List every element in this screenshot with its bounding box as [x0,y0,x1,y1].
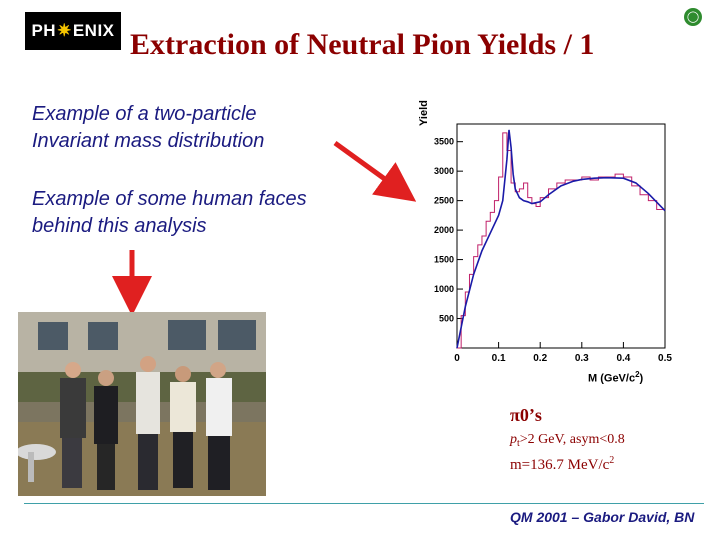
group-photo [18,312,266,496]
phenix-logo: PH ✷ ENIX [25,12,121,50]
y-tick-label: 3500 [434,137,454,147]
x-tick-label: 0.4 [616,353,630,364]
x-tick-label: 0 [454,353,460,364]
logo-star-icon: ✷ [57,21,72,40]
mass-text: m=136.7 MeV/c [510,457,610,473]
x-tick-label: 0.2 [533,353,547,364]
pi0-label: π0’s [510,405,542,425]
cut-sub: t [517,438,520,449]
slide-title: Extraction of Neutral Pion Yields / 1 [130,28,595,61]
logo-text-right: ENIX [72,21,115,40]
y-axis-label: Yield [418,100,430,126]
mass-distribution-caption: Example of a two-particle Invariant mass… [32,101,372,155]
x-tick-label: 0.1 [492,353,506,364]
mass-caption-line2: Invariant mass distribution [32,130,265,152]
y-tick-label: 2000 [434,225,454,235]
y-tick-label: 1000 [434,284,454,294]
cut-label: pt>2 GeV, asym<0.8 [510,432,625,449]
y-tick-label: 2500 [434,196,454,206]
mass-sup: 2 [609,455,615,466]
footer-credit: QM 2001 – Gabor David, BN [510,509,695,525]
fit-series [456,129,666,349]
x-axis-label-sup: 2 [635,370,640,379]
faces-caption: Example of some human faces behind this … [32,186,372,240]
plot-frame [456,123,666,349]
mass-label: m=136.7 MeV/c2 [510,455,614,474]
logo-text-left: PH [31,21,57,40]
faces-caption-line1: Example of some human faces [32,188,307,210]
mass-caption-line1: Example of a two-particle [32,103,257,125]
y-tick-label: 1500 [434,255,454,265]
invariant-mass-plot: 0 0.1 0.2 0.3 0.4 0.5 500 1000 1500 2000 2500 3000 3… [434,123,672,364]
faces-caption-line2: behind this analysis [32,215,207,237]
x-axis-label-close: ) [639,372,644,385]
x-tick-label: 0.3 [575,353,589,364]
x-axis-label-text: M (GeV/c [588,372,636,385]
x-tick-label: 0.5 [658,353,672,364]
phenix-circle-icon: ◯ [684,8,702,26]
y-tick-label: 3000 [434,166,454,176]
cut-rest: >2 GeV, asym<0.8 [519,432,625,447]
cut-prefix: p [510,432,517,447]
y-tick-label: 500 [439,314,454,324]
histogram-series [457,132,665,349]
footer-divider [24,503,704,504]
x-axis-label: M (GeV/c2) [588,370,643,385]
